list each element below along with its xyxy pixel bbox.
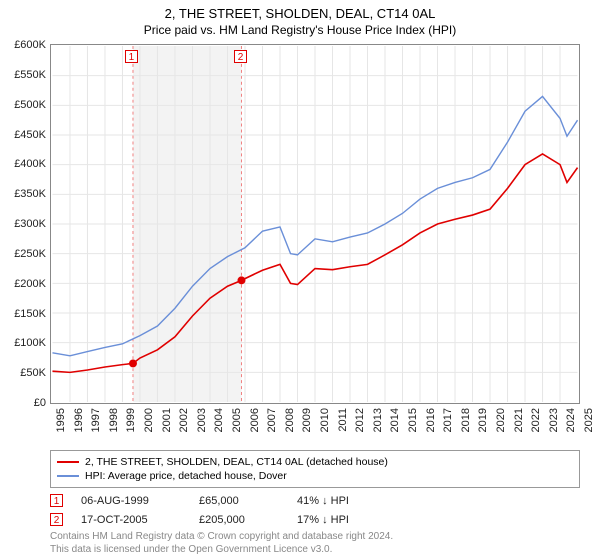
x-axis-label: 2011 [337,408,349,432]
event-diff: 17% ↓ HPI [297,514,397,526]
event-row: 2 17-OCT-2005 £205,000 17% ↓ HPI [50,513,580,526]
legend: 2, THE STREET, SHOLDEN, DEAL, CT14 0AL (… [50,450,580,488]
events-table: 1 06-AUG-1999 £65,000 41% ↓ HPI 2 17-OCT… [50,494,580,532]
x-axis-label: 1995 [55,408,67,432]
x-axis-label: 2013 [372,408,384,432]
legend-row: 2, THE STREET, SHOLDEN, DEAL, CT14 0AL (… [57,455,573,469]
x-axis-label: 1996 [73,408,85,432]
x-axis-label: 2017 [442,408,454,432]
x-axis-label: 2006 [249,408,261,432]
legend-row: HPI: Average price, detached house, Dove… [57,469,573,483]
x-axis-label: 2010 [319,408,331,432]
y-axis-label: £300K [14,218,46,230]
x-axis-label: 2021 [513,408,525,432]
event-diff: 41% ↓ HPI [297,495,397,507]
x-axis-label: 2018 [460,408,472,432]
footer-line: This data is licensed under the Open Gov… [50,544,580,557]
chart-title-block: 2, THE STREET, SHOLDEN, DEAL, CT14 0AL P… [0,0,600,37]
x-axis-label: 2016 [425,408,437,432]
event-marker-icon: 1 [50,494,63,507]
y-axis-label: £550K [14,69,46,81]
title-main: 2, THE STREET, SHOLDEN, DEAL, CT14 0AL [0,6,600,21]
line-chart [50,44,580,404]
x-axis-label: 2020 [495,408,507,432]
event-date: 06-AUG-1999 [81,495,181,507]
event-marker-icon: 2 [50,513,63,526]
y-axis-label: £200K [14,278,46,290]
title-sub: Price paid vs. HM Land Registry's House … [0,23,600,37]
x-axis-label: 2008 [284,408,296,432]
x-axis-label: 2023 [548,408,560,432]
event-row: 1 06-AUG-1999 £65,000 41% ↓ HPI [50,494,580,507]
y-axis-label: £500K [14,99,46,111]
x-axis-label: 2022 [530,408,542,432]
legend-label: 2, THE STREET, SHOLDEN, DEAL, CT14 0AL (… [85,456,388,468]
x-axis-label: 2002 [178,408,190,432]
event-price: £65,000 [199,495,279,507]
x-axis-label: 2024 [565,408,577,432]
x-axis-label: 2014 [389,408,401,432]
legend-label: HPI: Average price, detached house, Dove… [85,470,287,482]
x-axis-label: 2004 [213,408,225,432]
y-axis-label: £0 [34,397,46,409]
x-axis-label: 2001 [161,408,173,432]
x-axis-label: 2003 [196,408,208,432]
chart-area: £0£50K£100K£150K£200K£250K£300K£350K£400… [50,44,580,404]
x-axis-label: 2005 [231,408,243,432]
x-axis-label: 1997 [90,408,102,432]
footer: Contains HM Land Registry data © Crown c… [50,531,580,556]
x-axis-label: 1998 [108,408,120,432]
y-axis-label: £150K [14,308,46,320]
x-axis-label: 2012 [354,408,366,432]
x-axis-label: 2000 [143,408,155,432]
x-axis-label: 1999 [125,408,137,432]
x-axis-label: 2019 [477,408,489,432]
y-axis-label: £600K [14,39,46,51]
x-axis-label: 2009 [301,408,313,432]
legend-swatch [57,475,79,477]
y-axis-label: £100K [14,337,46,349]
chart-event-marker-icon: 1 [125,50,138,63]
chart-event-marker-icon: 2 [234,50,247,63]
y-axis-label: £250K [14,248,46,260]
x-axis-label: 2015 [407,408,419,432]
x-axis-label: 2007 [266,408,278,432]
y-axis-label: £50K [20,367,46,379]
legend-swatch [57,461,79,463]
x-axis-label: 2025 [583,408,595,432]
y-axis-label: £400K [14,158,46,170]
y-axis-label: £450K [14,129,46,141]
footer-line: Contains HM Land Registry data © Crown c… [50,531,580,544]
event-date: 17-OCT-2005 [81,514,181,526]
y-axis-label: £350K [14,188,46,200]
event-price: £205,000 [199,514,279,526]
